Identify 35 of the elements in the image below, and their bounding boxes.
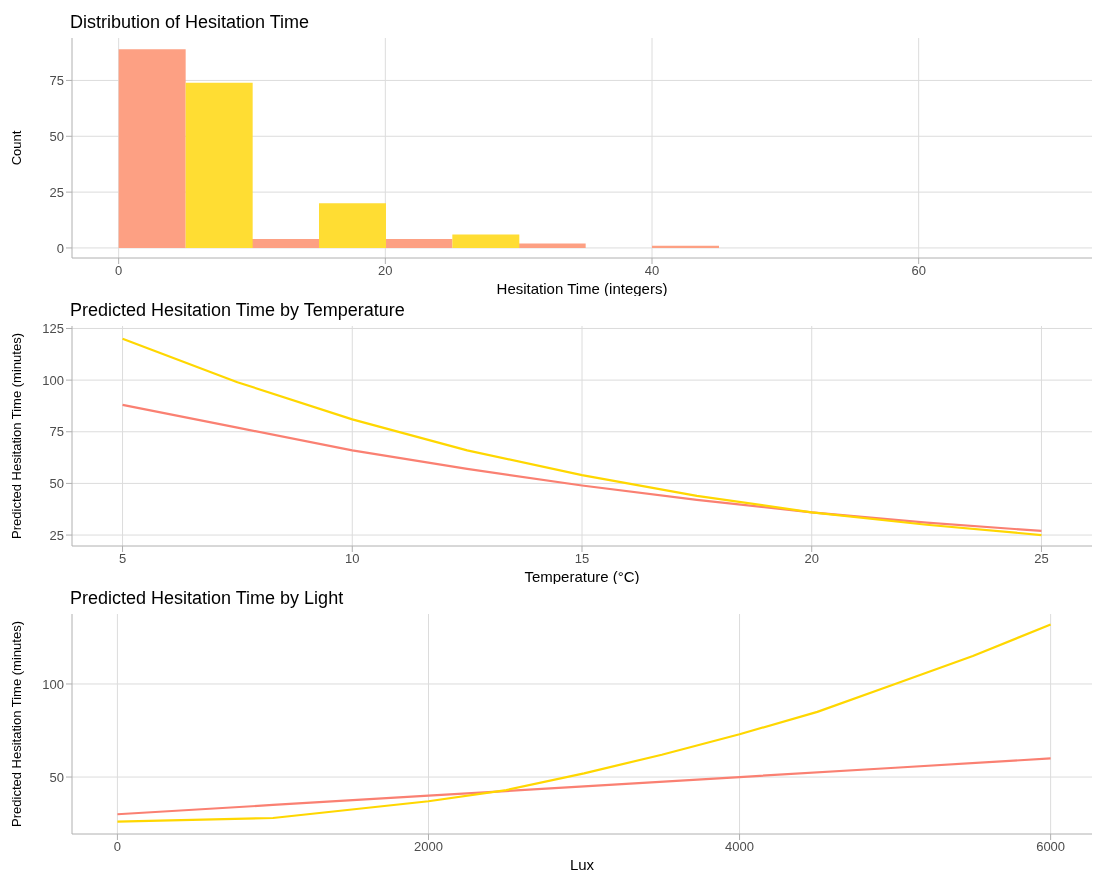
line-series bbox=[116, 757, 1052, 816]
line-series bbox=[121, 403, 1043, 533]
y-tick-label: 100 bbox=[42, 676, 64, 692]
x-tick-label: 60 bbox=[911, 263, 926, 279]
chart-title: Predicted Hesitation Time by Temperature bbox=[70, 300, 405, 321]
x-tick-label: 5 bbox=[118, 551, 127, 567]
y-axis-title: Predicted Hesitation Time (minutes) bbox=[8, 333, 24, 539]
x-tick-label: 20 bbox=[378, 263, 393, 279]
x-tick-label: 20 bbox=[804, 551, 819, 567]
y-tick-label: 0 bbox=[56, 240, 64, 256]
y-tick-label: 100 bbox=[42, 372, 64, 388]
y-tick-label: 125 bbox=[42, 321, 64, 337]
line-series bbox=[116, 623, 1052, 823]
y-tick-label: 25 bbox=[49, 527, 64, 543]
y-tick-label: 50 bbox=[49, 769, 64, 785]
y-tick-label: 25 bbox=[49, 184, 64, 200]
y-axis-title: Predicted Hesitation Time (minutes) bbox=[8, 621, 24, 827]
y-tick-label: 50 bbox=[49, 128, 64, 144]
x-tick-label: 2000 bbox=[414, 839, 443, 855]
chart-title: Predicted Hesitation Time by Light bbox=[70, 588, 344, 609]
x-tick-label: 6000 bbox=[1036, 839, 1066, 855]
line-series bbox=[121, 337, 1043, 537]
chart-title: Distribution of Hesitation Time bbox=[70, 12, 310, 33]
x-tick-label: 10 bbox=[345, 551, 360, 567]
x-tick-label: 0 bbox=[115, 263, 123, 279]
x-axis-title: Lux bbox=[569, 856, 595, 873]
x-tick-label: 0 bbox=[113, 839, 122, 855]
x-tick-label: 40 bbox=[644, 263, 660, 279]
x-tick-label: 4000 bbox=[725, 839, 755, 855]
y-axis-title: Count bbox=[8, 130, 24, 166]
y-tick-label: 50 bbox=[49, 476, 64, 492]
x-tick-label: 25 bbox=[1034, 551, 1049, 567]
x-tick-label: 15 bbox=[574, 551, 590, 567]
y-tick-label: 75 bbox=[49, 73, 64, 89]
y-tick-label: 75 bbox=[49, 424, 64, 440]
